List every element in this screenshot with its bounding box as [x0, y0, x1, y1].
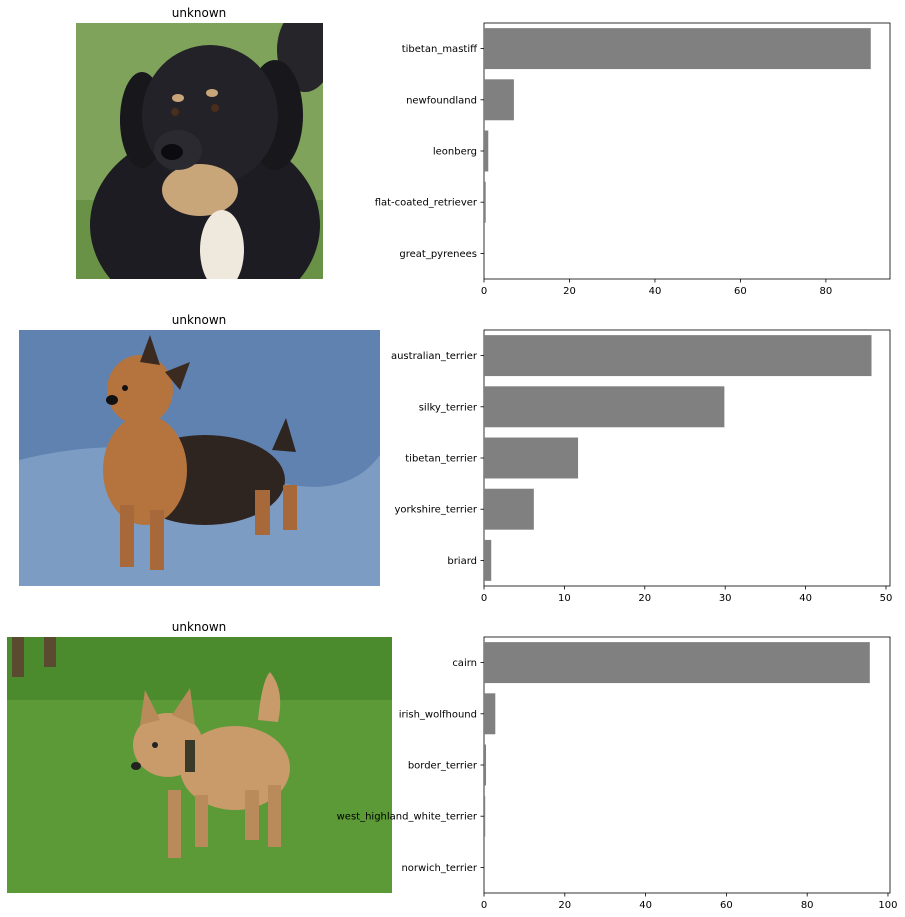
photo-3-dog-leg-1 [168, 790, 181, 858]
bar-newfoundland [484, 79, 514, 121]
photo-1-dog-brow-right [206, 89, 218, 97]
photo-2-dog-leg-back2 [283, 485, 297, 530]
y-tick-label: tibetan_terrier [405, 454, 478, 465]
photo-2 [19, 330, 380, 586]
x-tick-label: 40 [649, 286, 662, 297]
photo-3-post-left [12, 637, 24, 677]
x-tick-label: 0 [481, 593, 487, 604]
photo-2-dog-ear-left [140, 335, 160, 365]
bar-briard [484, 539, 492, 581]
photo-1-dog-chest [200, 210, 244, 279]
x-tick-label: 60 [720, 900, 733, 911]
bar-australian_terrier [484, 335, 872, 377]
photo-3-dog-leg-4 [268, 785, 281, 847]
bar-west_highland_white_terrier [484, 795, 486, 837]
photo-2-dog-leg-front2 [150, 510, 164, 570]
photo-1-dog-eye-right [211, 104, 219, 112]
x-tick-label: 0 [481, 286, 487, 297]
x-tick-label: 40 [799, 593, 812, 604]
bar-yorkshire_terrier [484, 488, 534, 530]
bar-irish_wolfhound [484, 693, 496, 735]
panel-3: unknown [7, 620, 392, 893]
photo-3-post-right [44, 637, 56, 667]
x-tick-label: 20 [638, 593, 651, 604]
y-tick-label: flat-coated_retriever [375, 198, 478, 209]
photo-3-dog-eye [152, 742, 158, 748]
bar-tibetan_terrier [484, 437, 579, 479]
bar-flat-coated_retriever [484, 181, 486, 223]
chart-1: tibetan_mastiff newfoundland leonberg flat-… [375, 22, 891, 297]
bar-leonberg [484, 130, 489, 172]
photo-2-dog-ear-right [165, 362, 190, 390]
photo-2-dog-leg-back [255, 490, 270, 535]
photo-3-dog-body [180, 726, 290, 810]
photo-3 [7, 637, 392, 893]
photo-3-dog-leg-2 [195, 795, 208, 847]
photo-2-dog-leg-front [120, 505, 134, 567]
x-tick-label: 100 [878, 900, 897, 911]
y-tick-label: newfoundland [406, 95, 477, 106]
bar-silky_terrier [484, 386, 725, 428]
y-tick-label: tibetan_mastiff [402, 44, 478, 55]
bar-great_pyrenees [484, 232, 485, 274]
y-tick-label: irish_wolfhound [399, 709, 477, 720]
y-tick-label: yorkshire_terrier [395, 505, 478, 516]
y-tick-label: silky_terrier [419, 402, 478, 413]
panel-2: unknown [19, 313, 380, 586]
x-tick-label: 10 [558, 593, 571, 604]
photo-1-dog-brow-left [172, 94, 184, 102]
photo-title-1: unknown [172, 6, 227, 20]
y-tick-label: west_highland_white_terrier [337, 812, 478, 823]
x-tick-label: 30 [719, 593, 732, 604]
panel-1: unknown [76, 6, 323, 279]
photo-1 [76, 23, 323, 279]
x-tick-label: 0 [481, 900, 487, 911]
photo-title-2: unknown [172, 313, 227, 327]
photo-3-dog-ear-left [140, 690, 160, 725]
y-tick-label: leonberg [433, 147, 477, 158]
bar-tibetan_mastiff [484, 28, 871, 70]
photo-2-dog-chest [103, 415, 187, 525]
x-tick-label: 80 [801, 900, 814, 911]
x-tick-label: 40 [639, 900, 652, 911]
x-tick-label: 60 [734, 286, 747, 297]
bar-cairn [484, 642, 870, 684]
photo-title-3: unknown [172, 620, 227, 634]
photo-2-dog-eye [122, 385, 128, 391]
photo-3-dog-collar [185, 740, 195, 772]
bar-border_terrier [484, 744, 487, 786]
photo-1-dog-eye-left [171, 108, 179, 116]
x-tick-label: 50 [880, 593, 893, 604]
photo-2-dog-nose [106, 395, 118, 405]
photo-2-dog-head [107, 355, 173, 425]
y-tick-label: briard [447, 556, 477, 567]
x-tick-label: 20 [558, 900, 571, 911]
photo-1-dog-nose [161, 144, 183, 160]
y-tick-label: cairn [452, 658, 477, 669]
chart-3: cairn irish_wolfhound border_terrier west_h… [337, 636, 898, 911]
photo-3-dog-leg-3 [245, 790, 259, 840]
x-tick-label: 80 [820, 286, 833, 297]
chart-2: australian_terrier silky_terrier tibetan_t… [391, 329, 893, 604]
photo-2-dog-tail [272, 418, 296, 452]
photo-3-dog-ear-right [172, 688, 195, 725]
y-tick-label: norwich_terrier [401, 863, 477, 874]
photo-3-dog-tail [258, 672, 281, 722]
photo-1-dog-cheek-tan [162, 164, 238, 216]
y-tick-label: border_terrier [408, 761, 478, 772]
y-tick-label: great_pyrenees [399, 249, 477, 260]
x-tick-label: 20 [563, 286, 576, 297]
bar-norwich_terrier [484, 846, 485, 888]
y-tick-label: australian_terrier [391, 351, 478, 362]
photo-3-dog-nose [131, 762, 141, 770]
